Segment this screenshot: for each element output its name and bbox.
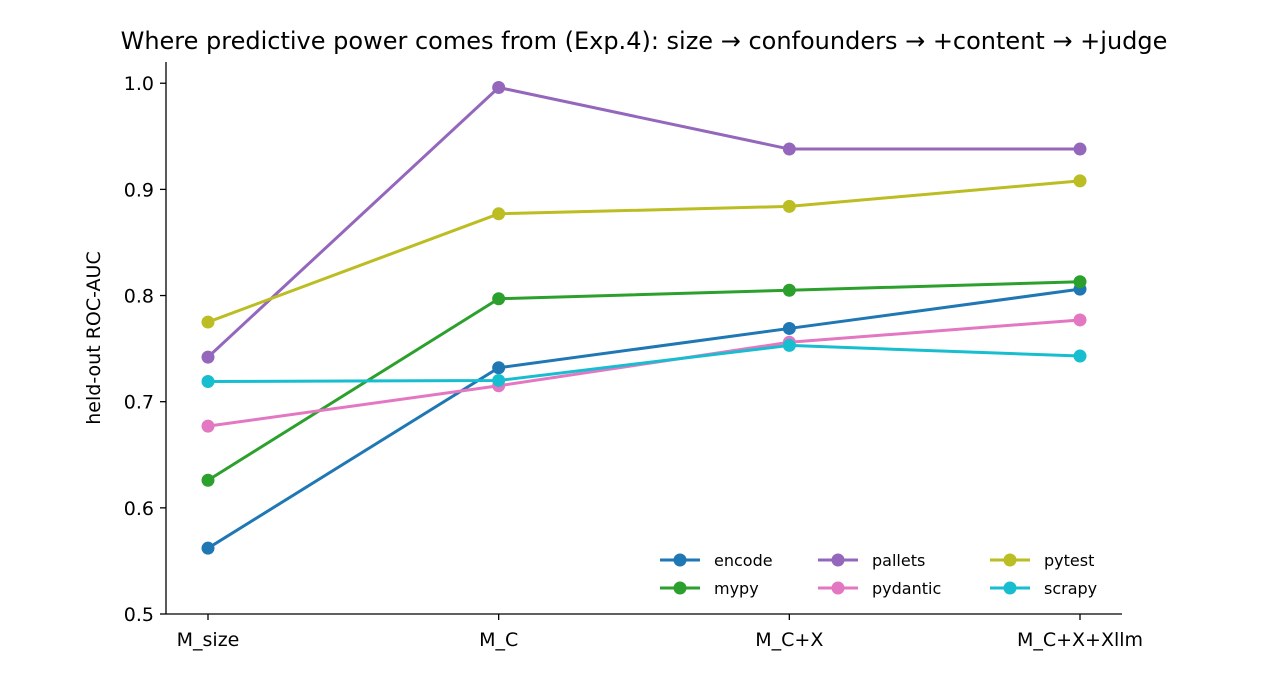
y-tick-label: 0.8 bbox=[124, 286, 154, 308]
data-point bbox=[782, 321, 796, 335]
data-point bbox=[492, 373, 506, 387]
legend-marker bbox=[1003, 581, 1017, 595]
legend-item: pytest bbox=[990, 551, 1094, 570]
series-line bbox=[207, 280, 1081, 482]
legend-item: mypy bbox=[660, 579, 759, 598]
legend-marker bbox=[673, 581, 687, 595]
legend-item: pallets bbox=[818, 551, 925, 570]
data-point bbox=[201, 419, 215, 433]
data-point bbox=[782, 199, 796, 213]
series-pallets bbox=[201, 80, 1087, 364]
legend-label: mypy bbox=[714, 579, 759, 598]
series-pydantic bbox=[201, 313, 1087, 433]
x-tick-label: M_size bbox=[177, 629, 240, 651]
legend-item: encode bbox=[660, 551, 773, 570]
data-point bbox=[201, 350, 215, 364]
series-pytest bbox=[201, 174, 1087, 329]
series-line bbox=[207, 318, 1081, 428]
legend-label: scrapy bbox=[1044, 579, 1097, 598]
series-line bbox=[207, 179, 1081, 324]
data-point bbox=[1073, 142, 1087, 156]
axes: 0.5 0.6 0.7 0.8 0.9 1.0 M_size M_C M_C+X M_C+X+Xl… bbox=[124, 62, 1143, 651]
series-mypy bbox=[201, 275, 1087, 487]
data-point bbox=[201, 375, 215, 389]
x-tick-label: M_C bbox=[479, 629, 518, 651]
data-point bbox=[1073, 349, 1087, 363]
x-tick-label: M_C+X bbox=[755, 629, 823, 651]
data-point bbox=[492, 292, 506, 306]
legend-label: pytest bbox=[1044, 551, 1094, 570]
series-scrapy bbox=[201, 338, 1087, 389]
series-encode bbox=[201, 282, 1087, 555]
data-point bbox=[1073, 174, 1087, 188]
series-line bbox=[207, 287, 1081, 550]
data-point bbox=[782, 338, 796, 352]
y-tick-label: 0.6 bbox=[124, 498, 154, 520]
data-point bbox=[782, 142, 796, 156]
y-tick-label: 0.7 bbox=[124, 392, 154, 414]
data-point bbox=[1073, 275, 1087, 289]
legend-label: pydantic bbox=[872, 579, 941, 598]
legend-marker bbox=[831, 581, 845, 595]
data-point bbox=[492, 80, 506, 94]
chart-title: Where predictive power comes from (Exp.4… bbox=[121, 27, 1168, 55]
legend-item: pydantic bbox=[818, 579, 941, 598]
data-point bbox=[201, 315, 215, 329]
y-axis-label: held-out ROC-AUC bbox=[83, 251, 105, 424]
legend-marker bbox=[673, 553, 687, 567]
data-point bbox=[201, 541, 215, 555]
legend-marker bbox=[1003, 553, 1017, 567]
x-tick-label: M_C+X+Xllm bbox=[1017, 629, 1143, 651]
data-point bbox=[1073, 313, 1087, 327]
legend-label: pallets bbox=[872, 551, 925, 570]
series-line bbox=[207, 343, 1081, 384]
y-tick-label: 1.0 bbox=[124, 73, 154, 95]
data-point bbox=[492, 207, 506, 221]
series-group bbox=[201, 80, 1087, 555]
legend-item: scrapy bbox=[990, 579, 1097, 598]
y-tick-label: 0.9 bbox=[124, 179, 154, 201]
legend: encode mypy pallets pydantic pytest scrapy bbox=[660, 551, 1097, 598]
data-point bbox=[492, 361, 506, 375]
data-point bbox=[201, 473, 215, 487]
legend-marker bbox=[831, 553, 845, 567]
legend-label: encode bbox=[714, 551, 773, 570]
y-tick-label: 0.5 bbox=[124, 604, 154, 626]
data-point bbox=[782, 283, 796, 297]
series-line bbox=[206, 85, 1080, 359]
